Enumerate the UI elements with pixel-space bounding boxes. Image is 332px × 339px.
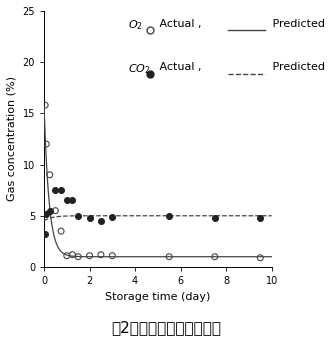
- Point: [70, 252, 75, 257]
- Point: [42, 102, 48, 108]
- Point: [212, 215, 217, 220]
- Point: [64, 198, 69, 203]
- Point: [47, 172, 52, 178]
- Text: $O_2$: $O_2$: [128, 19, 143, 33]
- Point: [70, 198, 75, 203]
- Text: $CO_2$: $CO_2$: [128, 62, 151, 76]
- Y-axis label: Gas concentration (%): Gas concentration (%): [7, 77, 17, 201]
- Point: [258, 215, 263, 220]
- Point: [58, 187, 64, 193]
- Point: [64, 253, 69, 258]
- Point: [42, 232, 48, 237]
- Point: [75, 213, 81, 218]
- Point: [53, 187, 58, 193]
- Point: [110, 214, 115, 219]
- Point: [75, 254, 81, 259]
- Point: [98, 252, 104, 257]
- Point: [53, 208, 58, 213]
- Point: [258, 255, 263, 260]
- Text: Actual ,: Actual ,: [156, 19, 201, 28]
- Text: 図2．　袋内ガス濃度変化: 図2． 袋内ガス濃度変化: [111, 321, 221, 336]
- Point: [212, 254, 217, 259]
- Point: [58, 228, 64, 234]
- Text: Actual ,: Actual ,: [156, 62, 201, 72]
- Point: [98, 218, 104, 224]
- Point: [87, 215, 92, 220]
- Point: [87, 253, 92, 258]
- X-axis label: Storage time (day): Storage time (day): [105, 292, 210, 302]
- Point: [167, 213, 172, 218]
- Point: [43, 141, 49, 147]
- Point: [47, 208, 52, 213]
- Point: [43, 211, 49, 216]
- Point: [167, 254, 172, 259]
- Text: Predicted: Predicted: [269, 19, 325, 28]
- Point: [110, 253, 115, 258]
- Text: Predicted: Predicted: [269, 62, 325, 72]
